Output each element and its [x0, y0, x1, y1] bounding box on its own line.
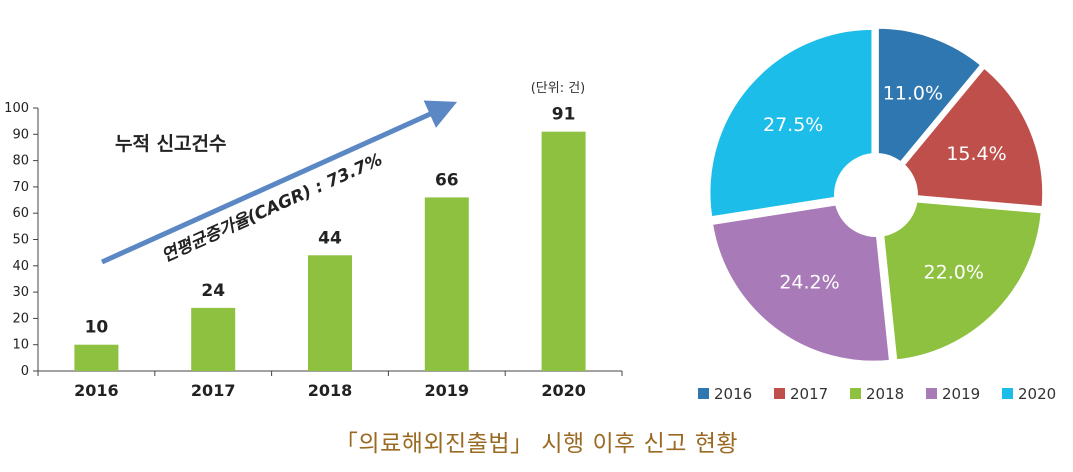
bar-data-label: 10 — [85, 318, 109, 338]
legend-swatch — [850, 388, 861, 399]
legend-swatch — [698, 388, 709, 399]
bar-data-label: 24 — [201, 281, 225, 301]
pie-slice — [709, 196, 893, 364]
pie-chart: 11.0% 15.4% 22.0% 24.2% 27.5% 2016 2017 2018 201… — [698, 25, 1056, 403]
chart-title: 누적 신고건수 — [115, 133, 227, 155]
bar — [74, 344, 119, 371]
pie-slice-label: 27.5% — [763, 114, 823, 136]
bar-data-label: 91 — [552, 105, 576, 125]
y-tick-label: 0 — [21, 364, 29, 379]
y-tick-label: 10 — [12, 338, 29, 353]
y-tick-label: 50 — [12, 233, 29, 248]
pie-slice — [707, 26, 875, 220]
cagr-annotation: 연평균증가율(CAGR) : 73.7% — [159, 150, 386, 267]
pie-slice-label: 11.0% — [883, 82, 943, 104]
y-tick-label: 90 — [12, 127, 29, 142]
figure-caption: 「의료해외진출법」 시행 이후 신고 현황 — [334, 431, 739, 457]
pie-slice — [877, 196, 1044, 363]
bar — [541, 131, 586, 371]
x-tick-label: 2020 — [541, 381, 586, 400]
legend-swatch — [1002, 388, 1013, 399]
legend-swatch — [774, 388, 785, 399]
pie-slice-label: 24.2% — [779, 271, 839, 293]
y-tick-label: 20 — [12, 311, 29, 326]
legend-label: 2018 — [866, 385, 904, 403]
pie-slice — [875, 25, 984, 196]
bar — [424, 197, 469, 371]
legend-swatch — [926, 388, 937, 399]
y-tick-label: 60 — [12, 206, 29, 221]
pie-slice-label: 15.4% — [946, 143, 1006, 165]
y-tick-label: 100 — [4, 101, 29, 116]
pie-slice-label: 22.0% — [924, 261, 984, 283]
bar-data-label: 66 — [435, 170, 459, 190]
x-tick-label: 2019 — [425, 381, 470, 400]
legend-label: 2020 — [1018, 385, 1056, 403]
growth-arrow — [100, 100, 458, 265]
y-tick-label: 80 — [12, 154, 29, 169]
legend-label: 2016 — [714, 385, 752, 403]
unit-note: (단위: 건) — [531, 81, 586, 96]
x-tick-label: 2016 — [74, 381, 119, 400]
x-tick-label: 2018 — [308, 381, 353, 400]
bar — [191, 307, 236, 371]
pie-slice — [876, 64, 1046, 210]
legend-label: 2019 — [942, 385, 980, 403]
donut-hole — [834, 153, 918, 237]
y-tick-label: 70 — [12, 180, 29, 195]
y-tick-label: 30 — [12, 285, 29, 300]
bar — [308, 255, 352, 371]
x-tick-label: 2017 — [191, 381, 236, 400]
bar-data-label: 44 — [318, 228, 342, 248]
bar-chart: 0 10 20 30 40 50 60 70 80 90 100 10 2016 24 2017 44 2018… — [4, 81, 623, 400]
legend-label: 2017 — [790, 385, 828, 403]
y-tick-label: 40 — [12, 259, 29, 274]
